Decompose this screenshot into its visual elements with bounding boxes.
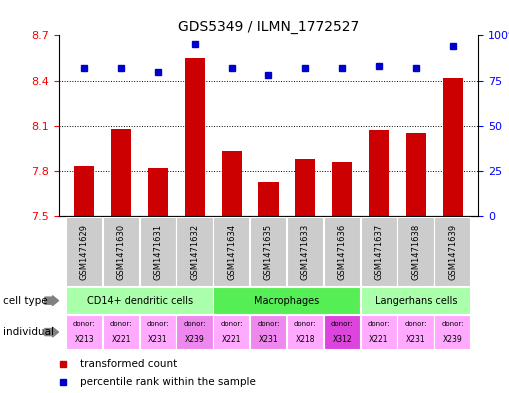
Text: donor:: donor: [147, 321, 169, 327]
Text: percentile rank within the sample: percentile rank within the sample [79, 377, 256, 387]
Bar [250, 315, 286, 349]
Bar [139, 315, 176, 349]
Text: CD14+ dendritic cells: CD14+ dendritic cells [87, 296, 192, 306]
Bar [360, 217, 397, 286]
Bar [398, 315, 434, 349]
Text: GSM1471638: GSM1471638 [411, 223, 420, 280]
Text: donor:: donor: [184, 321, 206, 327]
Text: X221: X221 [111, 335, 131, 344]
Text: GSM1471633: GSM1471633 [301, 223, 310, 280]
Text: donor:: donor: [257, 321, 280, 327]
Bar [434, 217, 470, 286]
Text: donor:: donor: [405, 321, 427, 327]
Text: X218: X218 [296, 335, 315, 344]
Text: GSM1471637: GSM1471637 [375, 223, 383, 280]
Text: cell type: cell type [3, 296, 47, 306]
Bar [259, 182, 278, 216]
Bar [177, 217, 213, 286]
Bar [369, 130, 389, 216]
Bar [324, 217, 360, 286]
Text: donor:: donor: [294, 321, 317, 327]
Bar [250, 217, 286, 286]
Text: donor:: donor: [331, 321, 353, 327]
Text: X239: X239 [443, 335, 463, 344]
Bar [221, 151, 242, 216]
Bar [185, 58, 205, 216]
Bar [287, 217, 323, 286]
Text: GSM1471629: GSM1471629 [80, 224, 89, 279]
Bar [66, 217, 102, 286]
Text: Macrophages: Macrophages [254, 296, 320, 306]
Title: GDS5349 / ILMN_1772527: GDS5349 / ILMN_1772527 [178, 20, 359, 34]
Text: transformed count: transformed count [79, 359, 177, 369]
Bar [74, 166, 95, 216]
Bar [434, 315, 470, 349]
Bar [111, 129, 131, 216]
Text: GSM1471631: GSM1471631 [154, 224, 162, 279]
Text: X231: X231 [148, 335, 168, 344]
Bar [177, 315, 213, 349]
Text: GSM1471636: GSM1471636 [337, 223, 347, 280]
Bar [398, 217, 434, 286]
Bar [213, 315, 249, 349]
Text: GSM1471632: GSM1471632 [190, 224, 200, 279]
Text: donor:: donor: [73, 321, 96, 327]
Bar [66, 315, 102, 349]
Bar [213, 217, 249, 286]
Bar [148, 168, 168, 216]
Bar [332, 162, 352, 216]
Text: X231: X231 [406, 335, 426, 344]
Bar [103, 315, 139, 349]
Text: donor:: donor: [441, 321, 464, 327]
Text: individual: individual [3, 327, 53, 337]
Text: X312: X312 [332, 335, 352, 344]
Bar [287, 315, 323, 349]
Text: X239: X239 [185, 335, 205, 344]
Bar [295, 159, 316, 216]
Text: Langerhans cells: Langerhans cells [375, 296, 457, 306]
Text: X213: X213 [74, 335, 94, 344]
Bar [360, 287, 470, 314]
Text: X221: X221 [222, 335, 241, 344]
Bar [360, 315, 397, 349]
Bar [406, 133, 426, 216]
Bar [103, 217, 139, 286]
Text: donor:: donor: [368, 321, 390, 327]
Text: X231: X231 [259, 335, 278, 344]
Text: GSM1471639: GSM1471639 [448, 224, 457, 279]
Bar [139, 217, 176, 286]
Text: GSM1471634: GSM1471634 [227, 224, 236, 279]
Text: X221: X221 [369, 335, 389, 344]
Text: GSM1471635: GSM1471635 [264, 224, 273, 279]
Bar [66, 287, 213, 314]
Bar [213, 287, 360, 314]
Bar [324, 315, 360, 349]
Text: donor:: donor: [110, 321, 132, 327]
Bar [442, 77, 463, 216]
Text: donor:: donor: [220, 321, 243, 327]
Text: GSM1471630: GSM1471630 [117, 224, 126, 279]
